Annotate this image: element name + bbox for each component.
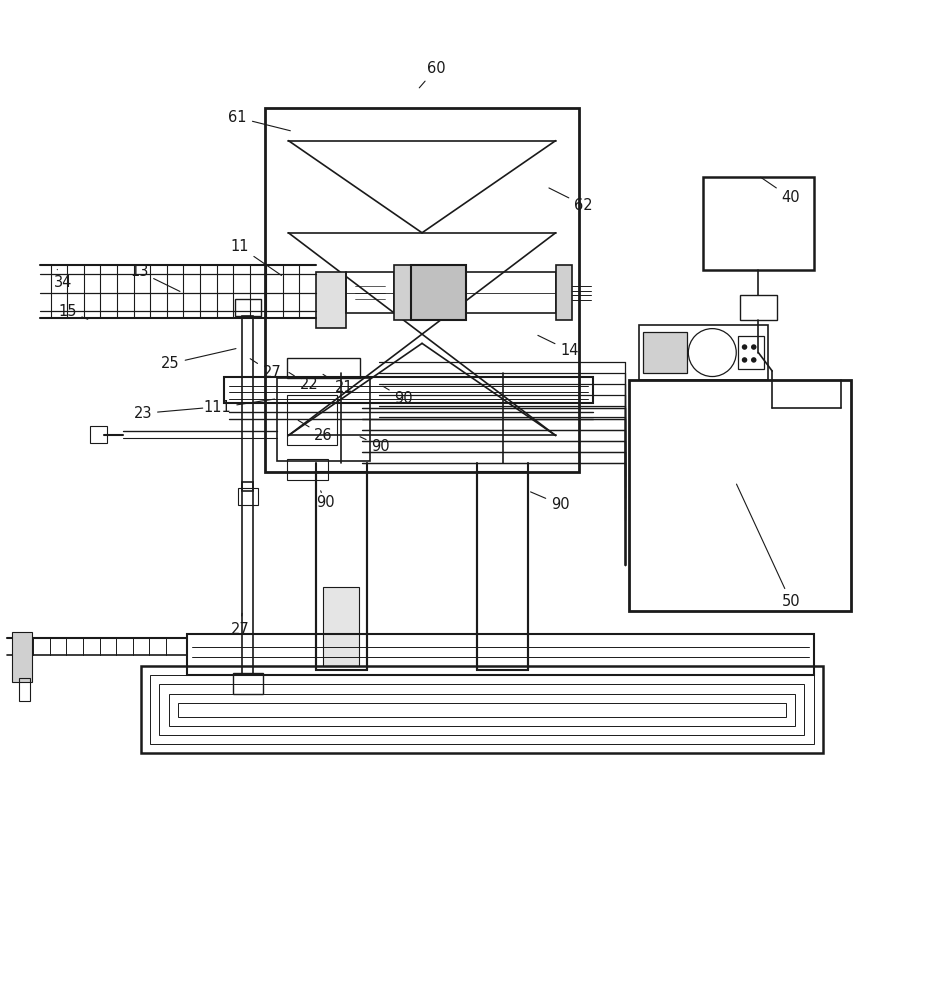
Circle shape (689, 329, 736, 377)
Bar (187, 634, 814, 675)
Bar (169, 694, 795, 726)
Bar (90, 426, 107, 443)
Bar (178, 703, 786, 717)
Bar (277, 378, 370, 461)
Bar (411, 265, 466, 320)
Text: 60: 60 (419, 61, 445, 88)
Bar (555, 265, 572, 320)
Text: 90: 90 (530, 492, 570, 512)
Text: 90: 90 (383, 386, 413, 406)
Bar (738, 336, 764, 369)
Bar (224, 377, 592, 403)
Text: 25: 25 (161, 349, 236, 371)
Bar (141, 666, 823, 753)
Bar (394, 265, 411, 320)
Bar (324, 587, 360, 666)
Bar (233, 673, 262, 694)
Text: 34: 34 (54, 269, 71, 290)
Bar (639, 325, 768, 380)
Bar (242, 316, 253, 491)
Text: 21: 21 (323, 374, 353, 395)
Bar (346, 272, 394, 313)
Text: 40: 40 (761, 177, 800, 205)
Bar (141, 666, 823, 753)
Text: 90: 90 (316, 491, 335, 510)
Bar (286, 395, 337, 445)
Text: 13: 13 (130, 264, 180, 291)
Bar (159, 684, 805, 735)
Bar (477, 472, 528, 670)
Circle shape (751, 357, 756, 363)
Text: 111: 111 (204, 399, 274, 415)
Text: 11: 11 (230, 239, 282, 275)
Circle shape (751, 344, 756, 350)
Bar (466, 272, 555, 313)
Text: 15: 15 (58, 304, 88, 319)
Text: 27: 27 (231, 613, 250, 637)
Bar (740, 295, 777, 320)
Bar (286, 358, 361, 378)
Text: 50: 50 (736, 484, 800, 609)
Bar (150, 675, 814, 744)
Bar (316, 272, 346, 328)
Bar (237, 488, 258, 505)
Bar (242, 482, 253, 675)
Text: 90: 90 (360, 437, 390, 454)
Text: 14: 14 (538, 335, 578, 358)
Bar (703, 177, 814, 270)
Circle shape (742, 344, 747, 350)
Bar (629, 380, 850, 611)
Bar (265, 108, 578, 472)
Text: 22: 22 (289, 372, 318, 392)
Text: 62: 62 (549, 188, 592, 213)
Bar (19, 678, 31, 701)
Bar (286, 459, 328, 480)
Text: 61: 61 (228, 110, 290, 131)
Circle shape (742, 357, 747, 363)
Bar (235, 299, 260, 316)
Bar (12, 632, 32, 682)
Bar (316, 472, 367, 670)
Text: 27: 27 (250, 359, 282, 380)
Bar (643, 332, 688, 373)
Text: 23: 23 (133, 406, 203, 421)
Text: 26: 26 (298, 420, 333, 443)
